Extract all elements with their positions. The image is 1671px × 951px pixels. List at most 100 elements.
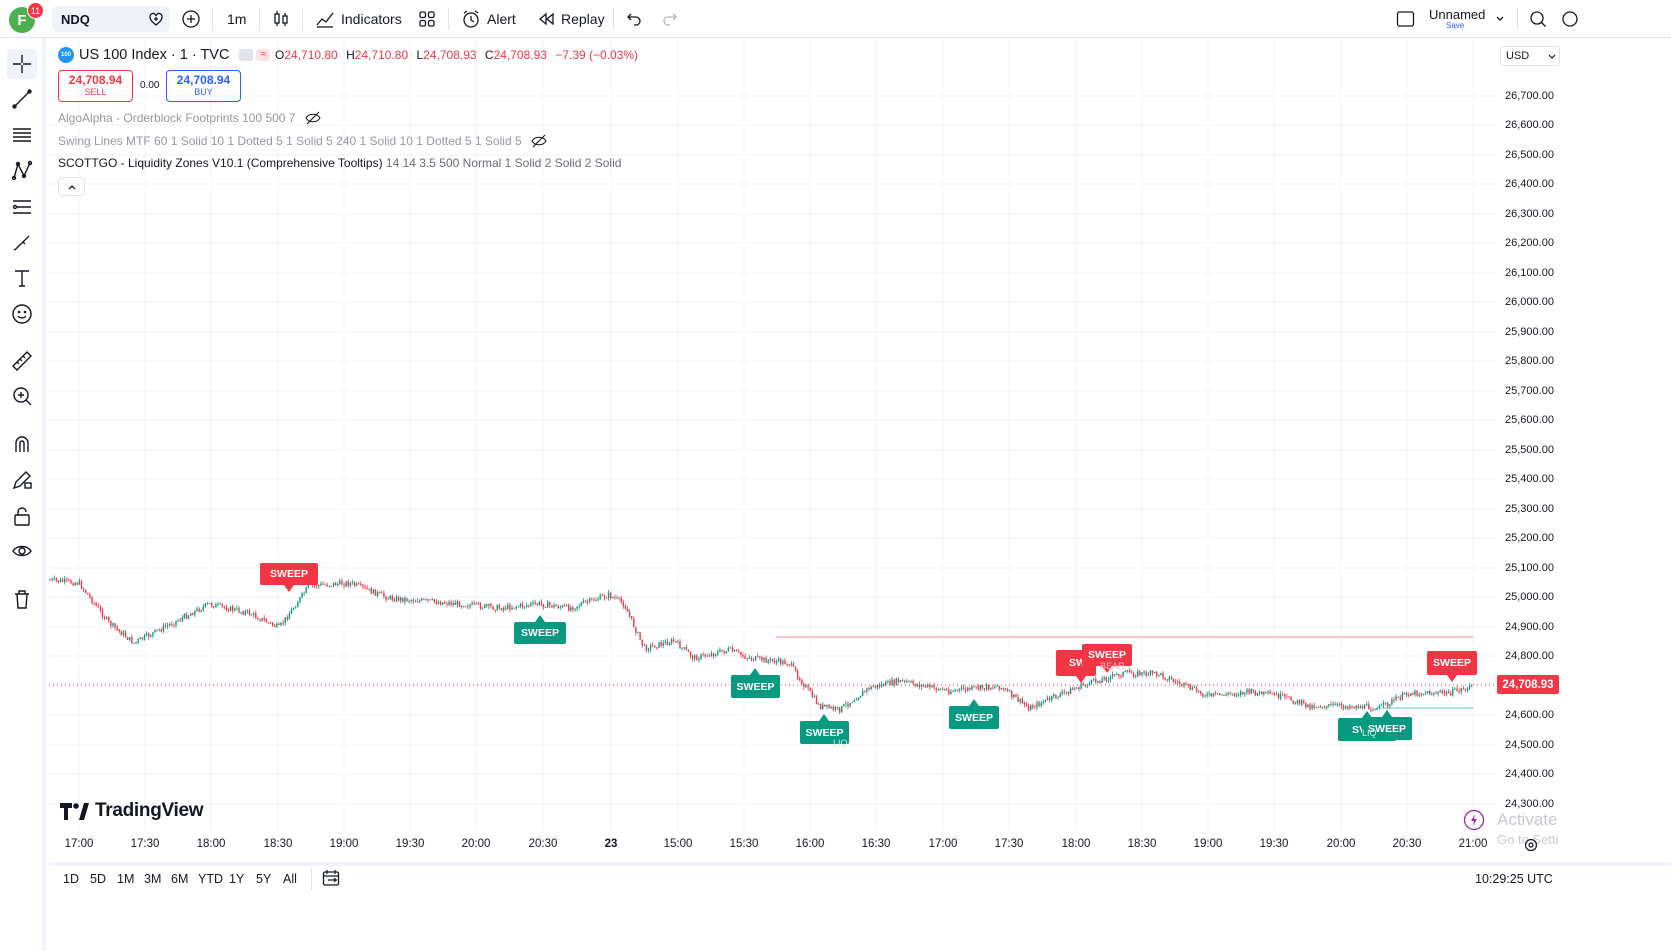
sweep-label-bear[interactable]: SWEEP: [260, 563, 318, 585]
range-button-1y[interactable]: 1Y: [229, 872, 245, 886]
lock-tool[interactable]: [7, 501, 37, 531]
candle-body: [1426, 691, 1429, 694]
candle-body: [301, 593, 303, 598]
range-button-1d[interactable]: 1D: [63, 872, 79, 886]
indicator-legend-swing-lines[interactable]: Swing Lines MTF 60 1 Solid 10 1 Dotted 5…: [58, 134, 547, 148]
candle-body: [1090, 679, 1093, 683]
save-label[interactable]: Save: [1446, 21, 1465, 30]
tradingview-logo[interactable]: TradingView: [60, 800, 204, 822]
candle-body: [597, 599, 599, 601]
candle-body: [874, 686, 876, 688]
remove-drawings-tool[interactable]: [7, 584, 37, 614]
candle-body: [704, 654, 706, 657]
range-button-6m[interactable]: 6M: [171, 872, 189, 886]
candle-body: [1111, 674, 1114, 677]
range-button-5y[interactable]: 5Y: [256, 872, 272, 886]
brush-tool[interactable]: [7, 228, 37, 258]
emoji-tool[interactable]: [7, 299, 37, 329]
range-button-all[interactable]: All: [283, 872, 297, 886]
pattern-tool[interactable]: [7, 156, 37, 186]
stay-drawing-tool[interactable]: [7, 465, 37, 495]
range-button-5d[interactable]: 5D: [90, 872, 106, 886]
price-axis[interactable]: USD 26,700.00 26,600.00 26,500.00 26,400.00…: [1496, 38, 1671, 858]
time-axis[interactable]: 17:00 17:30 18:00 18:30 19:00 19:30 20:00 20:30…: [49, 830, 1496, 858]
candle-body: [1237, 694, 1240, 696]
candle-body: [278, 623, 280, 625]
zoom-tool[interactable]: [7, 381, 37, 411]
range-button-1m[interactable]: 1M: [117, 872, 135, 886]
utc-clock[interactable]: 10:29:25 UTC: [1475, 872, 1553, 886]
candle-body: [507, 604, 509, 609]
hidden-eye-icon[interactable]: [305, 111, 321, 125]
axis-settings-icon[interactable]: [1523, 837, 1539, 853]
measure-tool[interactable]: [7, 346, 37, 376]
forecasting-tool[interactable]: [7, 192, 37, 222]
candle-body: [685, 647, 687, 650]
divider: [448, 8, 449, 30]
candle-body: [139, 637, 141, 640]
crosshair-tool[interactable]: [7, 49, 37, 79]
candle-body: [116, 627, 118, 630]
candle-body: [255, 613, 257, 618]
candle-body: [746, 658, 748, 659]
candle-body: [656, 647, 658, 649]
candle-body: [1363, 704, 1366, 709]
layout-name[interactable]: Unnamed: [1429, 7, 1486, 22]
candle-body: [568, 604, 570, 611]
sell-button[interactable]: 24,708.94 SELL: [58, 70, 133, 102]
fib-tool[interactable]: [7, 120, 37, 150]
indicators-button[interactable]: Indicators: [315, 0, 402, 38]
alert-button[interactable]: Alert: [461, 0, 516, 38]
add-to-watchlist-icon[interactable]: [148, 11, 164, 27]
collapse-legend-button[interactable]: [58, 177, 85, 196]
candle-body: [509, 604, 511, 610]
candle-body: [1002, 687, 1005, 690]
candles-chart-type-icon[interactable]: [271, 9, 291, 29]
hide-drawings-tool[interactable]: [7, 536, 37, 566]
candle-body: [1101, 678, 1103, 683]
replay-button[interactable]: Replay: [537, 0, 605, 38]
goto-date-icon[interactable]: [322, 869, 340, 887]
interval-button[interactable]: 1m: [227, 11, 247, 27]
candle-body: [257, 617, 259, 620]
settings-gear-icon[interactable]: [1560, 9, 1580, 29]
undo-icon[interactable]: [626, 11, 642, 27]
symbol-logo-icon: 100: [58, 47, 74, 63]
price-chart[interactable]: [49, 38, 1496, 830]
templates-grid-icon[interactable]: [418, 10, 436, 28]
magnet-tool[interactable]: [7, 429, 37, 459]
sweep-label-bull[interactable]: SWEEP: [514, 622, 566, 644]
indicator-legend-liquidity-zones[interactable]: SCOTTGO - Liquidity Zones V10.1 (Compreh…: [58, 156, 622, 170]
sweep-label-bull[interactable]: SWEEP: [731, 675, 780, 698]
compare-plus-icon[interactable]: [181, 9, 201, 29]
sweep-label-bear[interactable]: SWEEP: [1082, 644, 1132, 666]
quick-search-icon[interactable]: [1528, 9, 1548, 29]
sweep-label-bull[interactable]: SWEEP: [800, 721, 849, 744]
range-button-3m[interactable]: 3M: [144, 872, 162, 886]
indicator-legend-orderblock[interactable]: AlgoAlpha - Orderblock Footprints 100 50…: [58, 111, 321, 125]
candle-body: [206, 603, 209, 605]
currency-selector[interactable]: USD: [1500, 46, 1560, 66]
symbol-legend[interactable]: 100 US 100 Index · 1 · TVC ≈: [58, 47, 271, 63]
sweep-label-bull[interactable]: SWEEP: [1362, 717, 1412, 740]
lightning-icon[interactable]: [1463, 809, 1485, 831]
candle-body: [1340, 703, 1343, 707]
chart-pane[interactable]: SWEEP SWEEP SWEEP SWEEP LIQ SWEEP SW SWE…: [49, 38, 1496, 858]
chevron-down-icon[interactable]: [1495, 14, 1505, 24]
range-button-ytd[interactable]: YTD: [198, 872, 223, 886]
hidden-eye-icon[interactable]: [531, 134, 547, 148]
candle-body: [1000, 687, 1002, 690]
layout-square-icon[interactable]: [1396, 10, 1415, 28]
redo-icon[interactable]: [662, 11, 678, 27]
candle-body: [998, 685, 1000, 690]
candle-body: [190, 613, 192, 616]
trend-line-tool[interactable]: [7, 84, 37, 114]
buy-button[interactable]: 24,708.94 BUY: [166, 70, 241, 102]
sweep-label-bear[interactable]: SWEEP: [1427, 651, 1477, 675]
symbol-search[interactable]: NDQ: [52, 6, 170, 32]
candle-body: [196, 608, 198, 611]
sweep-label-bull[interactable]: SWEEP: [949, 706, 999, 729]
text-tool[interactable]: [7, 263, 37, 293]
price-tick: 26,200.00: [1505, 237, 1554, 249]
candle-body: [853, 700, 855, 703]
